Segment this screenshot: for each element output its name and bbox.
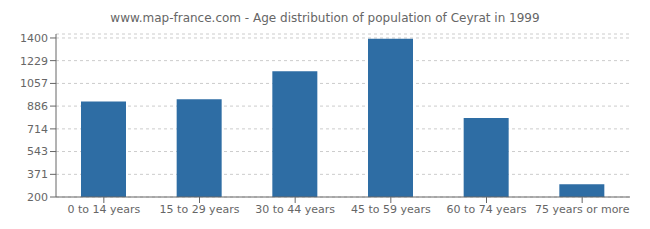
- svg-text:371: 371: [27, 168, 48, 181]
- svg-text:543: 543: [27, 145, 48, 158]
- html-text:www.map-france.com - Age distr: www.map-france.com - Age distribution of…: [110, 11, 540, 25]
- svg-text:0 to 14 years: 0 to 14 years: [67, 203, 140, 216]
- svg-text:200: 200: [27, 191, 48, 204]
- svg-text:1400: 1400: [20, 32, 48, 45]
- svg-text:15 to 29 years: 15 to 29 years: [160, 203, 240, 216]
- svg-text:75 years or more: 75 years or more: [535, 203, 630, 216]
- svg-text:1057: 1057: [20, 77, 48, 90]
- svg-text:1229: 1229: [20, 55, 48, 68]
- svg-text:45 to 59 years: 45 to 59 years: [351, 203, 431, 216]
- svg-text:886: 886: [27, 100, 48, 113]
- svg-text:714: 714: [27, 123, 48, 136]
- svg-text:60 to 74 years: 60 to 74 years: [447, 203, 527, 216]
- svg-text:30 to 44 years: 30 to 44 years: [255, 203, 335, 216]
